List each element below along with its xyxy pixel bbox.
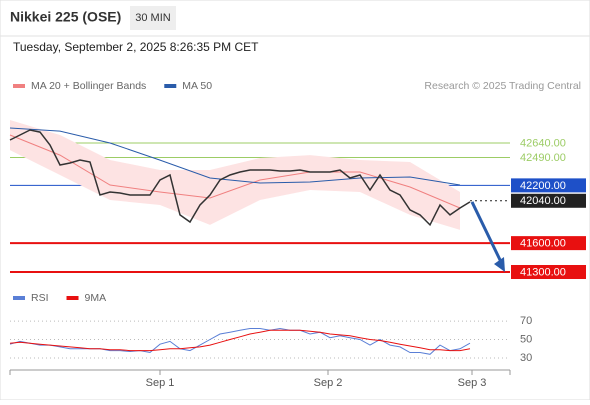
series-line — [9, 127, 461, 186]
level-label-box — [511, 265, 586, 280]
x-tick-label: Sep 1 — [146, 377, 175, 389]
forecast-arrowhead — [494, 257, 505, 273]
y-tick-label: 30 — [520, 352, 532, 364]
level-label: 41300.00 — [520, 266, 566, 278]
level-label-box — [511, 193, 586, 208]
x-tick-label: Sep 2 — [314, 377, 343, 389]
legend-label: MA 50 — [182, 80, 212, 92]
bollinger-band — [10, 120, 460, 230]
interval-box[interactable] — [130, 6, 176, 30]
forecast-arrow — [470, 201, 504, 265]
level-label: 42200.00 — [520, 180, 566, 192]
series-line — [9, 134, 461, 209]
level-label: 41600.00 — [520, 238, 566, 250]
level-label-box — [511, 236, 586, 251]
level-label-box — [511, 150, 586, 165]
legend-swatch — [164, 84, 177, 88]
timestamp: Tuesday, September 2, 2025 8:26:35 PM CE… — [13, 40, 259, 54]
series-line — [9, 329, 471, 352]
level-label: 42640.00 — [520, 137, 566, 149]
level-label: 42040.00 — [520, 195, 566, 207]
price-line — [9, 129, 471, 227]
legend-label: 9MA — [85, 292, 107, 304]
y-tick-label: 50 — [520, 333, 532, 345]
legend-label: RSI — [31, 292, 49, 304]
credit: Research © 2025 Trading Central — [424, 80, 581, 92]
level-label-box — [511, 178, 586, 193]
interval[interactable]: 30 MIN — [135, 12, 171, 24]
legend-swatch — [13, 296, 25, 300]
legend-label: MA 20 + Bollinger Bands — [31, 80, 146, 92]
legend-swatch — [13, 84, 25, 88]
level-label-box — [511, 136, 586, 151]
x-tick-label: Sep 3 — [458, 377, 487, 389]
instrument-title: Nikkei 225 (OSE) — [10, 9, 121, 25]
legend-swatch — [66, 296, 79, 300]
level-label: 42490.00 — [520, 152, 566, 164]
y-tick-label: 70 — [520, 315, 532, 327]
